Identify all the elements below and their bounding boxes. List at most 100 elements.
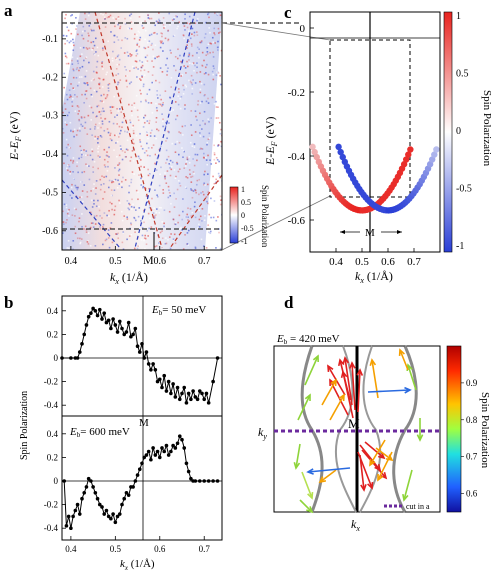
red-band-guide	[94, 12, 163, 249]
panel-c-xtick: 0.6	[381, 256, 395, 268]
data-point	[115, 514, 120, 519]
data-point	[166, 453, 171, 457]
panel-c-frame	[309, 11, 441, 253]
data-point	[129, 334, 133, 339]
data-point	[184, 461, 189, 466]
data-point	[146, 362, 151, 366]
blue-band-guide-2	[62, 179, 121, 249]
band-point	[311, 148, 318, 156]
panel-c-m-label: M	[365, 227, 375, 239]
spin-arrow	[307, 467, 351, 473]
data-point	[89, 479, 93, 483]
data-point	[137, 350, 142, 354]
data-point	[120, 326, 124, 331]
data-point	[204, 391, 209, 396]
data-point	[104, 320, 109, 325]
panel-b-xlabel: kx (1/Å)	[120, 558, 155, 572]
data-point	[69, 356, 73, 360]
panel-d-m-label: M	[348, 416, 360, 431]
zoom-box-c	[329, 39, 411, 198]
panel-d-title: Eb = 420 meV	[276, 333, 340, 346]
data-point	[113, 323, 118, 327]
data-point	[173, 446, 178, 450]
data-point	[113, 520, 118, 525]
panel-b-lower-ytick: 0	[54, 476, 59, 486]
data-point	[186, 469, 191, 474]
data-point	[122, 496, 127, 501]
data-point	[73, 508, 78, 513]
data-point	[211, 379, 215, 384]
panel-d-colorbar-label: Spin Polarization	[479, 392, 491, 469]
data-point	[102, 512, 107, 516]
panel-b-xtick: 0.6	[154, 544, 166, 554]
data-point	[86, 314, 91, 319]
band-point	[405, 151, 412, 158]
spin-arrow	[351, 362, 356, 411]
data-point	[182, 385, 187, 390]
panel-b-lower-ytick: 0.2	[47, 452, 58, 462]
panel-c-ytick: -0.2	[288, 87, 305, 99]
data-point	[80, 342, 84, 346]
data-point	[164, 389, 169, 393]
data-point	[126, 493, 131, 497]
data-point	[89, 311, 93, 315]
lower-series	[62, 434, 220, 530]
spin-arrow	[304, 355, 319, 386]
data-point	[117, 319, 122, 324]
red-band-guide-2	[169, 174, 222, 249]
spin-arrow	[342, 371, 354, 419]
data-point	[82, 491, 87, 495]
panel-c-ytick: 0	[300, 23, 306, 35]
spin-arrow	[359, 454, 365, 491]
band-point	[403, 156, 410, 163]
data-point	[97, 502, 102, 507]
panel-a-xtick: 0.4	[65, 256, 78, 267]
data-point	[69, 526, 73, 530]
legend-label: cut in a	[406, 502, 430, 511]
data-point	[211, 479, 215, 483]
spin-arrows	[293, 348, 424, 514]
spin-arrow	[321, 379, 337, 406]
data-point	[169, 391, 173, 396]
data-point	[86, 476, 91, 481]
panel-c-xtick: 0.5	[355, 256, 369, 268]
data-point	[133, 479, 138, 483]
data-point	[100, 317, 104, 321]
data-point	[153, 368, 158, 372]
band-point	[431, 151, 438, 158]
data-point	[97, 307, 102, 312]
spin-arrow	[364, 441, 385, 459]
data-point	[155, 449, 160, 454]
data-point	[171, 382, 175, 386]
data-point	[142, 455, 147, 460]
data-point	[71, 514, 75, 519]
data-point	[106, 318, 111, 323]
data-point	[200, 391, 204, 396]
data-point	[160, 446, 164, 450]
panel-label-b: b	[4, 293, 13, 312]
band-point	[407, 146, 414, 153]
data-point	[191, 389, 195, 393]
panel-b-ylabel: Spin Polarization	[19, 391, 30, 460]
panel-c-colorbar	[443, 11, 453, 253]
panel-c-colorbar-tick: -1	[456, 241, 464, 252]
data-point	[77, 350, 82, 354]
band-point	[339, 153, 346, 161]
data-point	[162, 449, 167, 454]
data-point	[153, 453, 158, 457]
data-point	[177, 434, 182, 438]
panel-a: -0.1-0.2-0.3-0.4-0.5-0.6 0.4 0.5 0.6 0.7 M …	[7, 11, 331, 286]
panel-d-colorbar-tick: 0.9	[466, 378, 478, 388]
panel-b-upper-ytick: 0	[54, 353, 59, 363]
data-point	[151, 362, 155, 366]
data-point	[160, 385, 164, 390]
panel-b-m-label: M	[139, 417, 149, 429]
panel-c-colorbar-tick: 0	[456, 126, 461, 137]
spin-arrow	[295, 443, 301, 469]
data-point	[84, 323, 89, 327]
fermi-contour-right	[392, 345, 418, 513]
data-point	[151, 446, 155, 450]
panel-d-colorbar-tick: 0.8	[466, 415, 478, 425]
spin-arrow	[301, 471, 313, 499]
panel-c-ytick: -0.6	[288, 215, 306, 227]
